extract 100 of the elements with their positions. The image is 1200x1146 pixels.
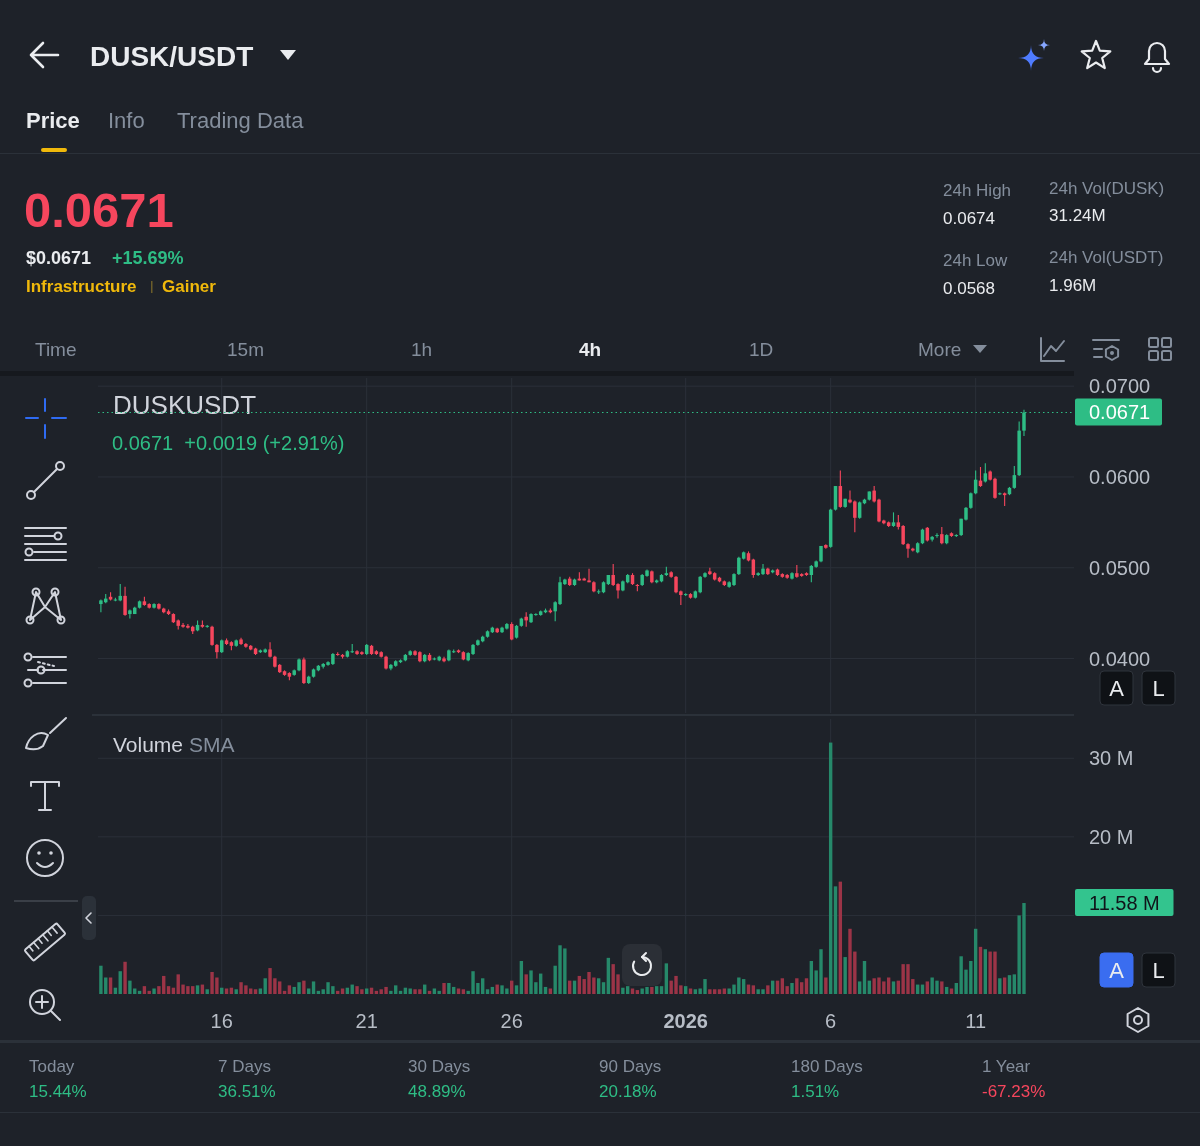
text: -67.23% [982, 1082, 1046, 1101]
candlestick [128, 608, 132, 620]
bar [790, 983, 794, 994]
text: 15m [227, 339, 264, 360]
bar [998, 978, 1002, 994]
bar [843, 957, 847, 994]
text: 30 Days [408, 1057, 471, 1076]
text: 1 Year [982, 1057, 1031, 1076]
bar [940, 981, 944, 994]
candlestick [906, 542, 910, 559]
text: 48.89% [408, 1082, 466, 1101]
bar [795, 978, 799, 994]
candlestick [210, 625, 214, 647]
text: More [918, 339, 962, 360]
text: 31.24M [1049, 206, 1106, 225]
bar [123, 961, 127, 994]
text: Price [26, 108, 80, 133]
bar [717, 989, 722, 994]
y-tick-label: 0.0600 [1089, 465, 1151, 488]
text: 0.0568 [943, 279, 995, 298]
bar [195, 985, 200, 994]
candlestick [587, 568, 591, 583]
candlestick [123, 586, 127, 617]
bar [751, 985, 756, 994]
toggle-button: L [1141, 952, 1176, 988]
x-tick-label: 11 [965, 1010, 987, 1032]
bar [152, 988, 156, 994]
bar [447, 983, 451, 994]
text: 1.51% [791, 1082, 840, 1101]
text: Gainer [162, 277, 217, 296]
candlestick [935, 532, 939, 539]
x-tick-label: 2026 [663, 1010, 708, 1032]
x-tick-label: 16 [210, 1010, 233, 1032]
text: 0.0671 [24, 183, 174, 237]
text: 4h [579, 339, 602, 360]
bar [708, 989, 712, 994]
bar [799, 982, 804, 994]
bar [514, 985, 519, 994]
text: 0.0674 [943, 209, 995, 228]
bar [693, 989, 698, 994]
bar [824, 977, 828, 994]
toggle-button: A [1099, 952, 1134, 988]
bar [253, 989, 258, 994]
toggle-button: A [1099, 670, 1134, 706]
y-tick-label: 30 M [1089, 747, 1134, 770]
bar [925, 981, 930, 994]
value-tag: 11.58 M [1075, 889, 1174, 916]
candlestick [302, 657, 306, 685]
text: 0.0671 +0.0019 (+2.91%) [112, 432, 345, 454]
bar [263, 978, 267, 994]
text: Infrastructure [26, 277, 137, 296]
bar [650, 986, 654, 994]
x-tick-label: 26 [500, 1010, 523, 1032]
bar [384, 986, 388, 994]
bar [442, 983, 446, 994]
text: Time [35, 339, 77, 360]
text: +15.69% [112, 248, 184, 268]
bar [601, 982, 606, 994]
text: 24h Vol(DUSK) [1049, 179, 1165, 198]
text: 24h High [943, 181, 1012, 200]
text: 24h Vol(USDT) [1049, 248, 1164, 267]
bar [302, 980, 306, 994]
text: 1.96M [1049, 276, 1097, 295]
candlestick [99, 598, 103, 613]
bar [857, 981, 862, 994]
text: DUSK/USDT [90, 41, 254, 72]
y-tick-label: 0.0500 [1089, 556, 1151, 579]
bar [118, 971, 122, 994]
bar [635, 990, 640, 994]
text: 1h [411, 339, 433, 360]
y-tick-label: 0.0400 [1089, 647, 1151, 670]
text: Today [29, 1057, 75, 1076]
bar [712, 989, 717, 994]
text: 7 Days [218, 1057, 271, 1076]
candlestick [268, 641, 272, 659]
text: 24h Low [943, 251, 1008, 270]
text: DUSKUSDT [113, 390, 257, 420]
text: 36.51% [218, 1082, 276, 1101]
bar [234, 989, 238, 994]
ref-line-label: 0.0671 [1089, 401, 1151, 424]
bar [297, 982, 301, 994]
text: 180 Days [791, 1057, 863, 1076]
bar [287, 985, 292, 994]
bar [891, 981, 896, 994]
text: 20.18% [599, 1082, 657, 1101]
text: 15.44% [29, 1082, 87, 1101]
bar [205, 989, 209, 994]
y-tick-label: 0.0700 [1089, 375, 1151, 398]
bar [99, 965, 103, 994]
candlestick [901, 524, 905, 546]
bar [461, 989, 466, 994]
bar [804, 978, 809, 994]
bar [766, 985, 770, 994]
bar [128, 980, 132, 994]
price-tag: 0.0671 [1075, 398, 1162, 426]
bar [621, 987, 625, 994]
bar [597, 978, 601, 994]
text: 1D [749, 339, 774, 360]
text: Info [108, 108, 145, 133]
candlestick [215, 643, 219, 660]
